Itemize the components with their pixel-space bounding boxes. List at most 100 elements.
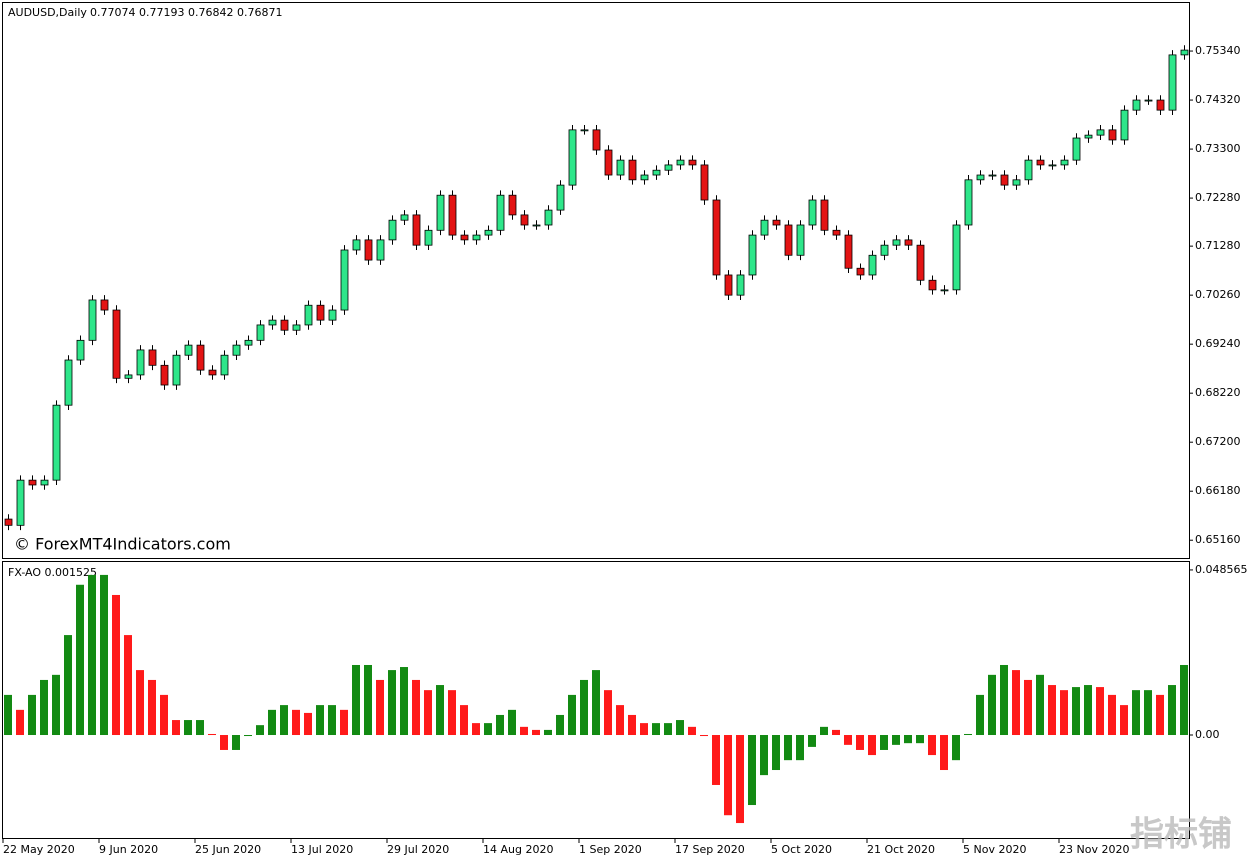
candle-body — [1108, 129, 1117, 141]
histogram-bar — [88, 574, 96, 736]
histogram-bar — [1132, 690, 1140, 736]
y-tick-label: 0.66180 — [1195, 484, 1241, 497]
histogram-bar — [340, 709, 348, 736]
ohlc-label: 0.77074 0.77193 0.76842 0.76871 — [90, 6, 282, 19]
candle-body — [700, 164, 709, 201]
histogram-bar — [1096, 687, 1104, 736]
candle-body — [88, 299, 97, 341]
candle-body — [64, 359, 73, 406]
histogram-bar — [712, 735, 720, 785]
histogram-bar — [772, 735, 780, 771]
y-tick-label: 0.00 — [1195, 728, 1220, 741]
histogram-bar — [1000, 664, 1008, 736]
histogram-bar — [976, 694, 984, 736]
candle-body — [280, 319, 289, 331]
histogram-bar — [424, 690, 432, 736]
histogram-bar — [388, 670, 396, 736]
candle-body — [1072, 137, 1081, 161]
candle-body — [676, 159, 685, 166]
candle-body — [448, 194, 457, 236]
candle-body — [868, 254, 877, 276]
x-tick-label: 9 Jun 2020 — [99, 843, 158, 856]
candle-body — [952, 224, 961, 291]
histogram-bar — [460, 705, 468, 736]
x-tick-label: 25 Jun 2020 — [195, 843, 261, 856]
symbol-label: AUDUSD,Daily — [8, 6, 87, 19]
candle-body — [112, 309, 121, 379]
histogram-bar — [172, 720, 180, 736]
x-tick-label: 5 Oct 2020 — [771, 843, 832, 856]
candle-body — [352, 239, 361, 251]
indicator-label: FX-AO 0.001525 — [8, 566, 97, 579]
histogram-bar — [16, 709, 24, 736]
candle-body — [1120, 109, 1129, 141]
histogram-bar — [592, 670, 600, 736]
candle-body — [772, 219, 781, 226]
candle-body — [616, 159, 625, 176]
histogram-bar — [808, 735, 816, 747]
x-tick-label: 23 Nov 2020 — [1059, 843, 1129, 856]
histogram-bar — [64, 635, 72, 736]
histogram-bar — [76, 584, 84, 736]
histogram-bar — [532, 729, 540, 736]
candle-body — [388, 219, 397, 241]
histogram-bar — [52, 674, 60, 736]
y-tick-label: 0.68220 — [1195, 386, 1241, 399]
histogram-bar — [616, 705, 624, 736]
x-tick-label: 21 Oct 2020 — [867, 843, 935, 856]
histogram-bar — [676, 720, 684, 736]
candle-body — [892, 239, 901, 246]
histogram-bar — [484, 723, 492, 736]
candle-body — [1168, 54, 1177, 111]
histogram-bar — [328, 705, 336, 736]
candle-body — [328, 309, 337, 321]
candle-body — [856, 267, 865, 276]
candle-body — [640, 174, 649, 181]
candle-body — [832, 229, 841, 236]
candle-body — [256, 324, 265, 341]
indicator-pane — [2, 561, 1190, 839]
histogram-bar — [40, 679, 48, 736]
candle-body — [916, 244, 925, 281]
histogram-bar — [280, 705, 288, 736]
histogram-bar — [448, 690, 456, 736]
histogram-bar — [304, 712, 312, 736]
histogram-bar — [604, 690, 612, 736]
candle-body — [160, 364, 169, 386]
histogram-bar — [352, 664, 360, 736]
candle-body — [376, 239, 385, 261]
histogram-bar — [1072, 687, 1080, 736]
candle-body — [988, 174, 997, 177]
watermark: 指标铺 — [1130, 815, 1232, 855]
candle-body — [820, 199, 829, 231]
candle-body — [712, 199, 721, 276]
y-tick-label: 0.74320 — [1195, 93, 1241, 106]
candle-body — [808, 199, 817, 226]
histogram-bar — [160, 694, 168, 736]
x-tick-label: 17 Sep 2020 — [675, 843, 745, 856]
candle-body — [724, 274, 733, 296]
candle-body — [304, 304, 313, 326]
candle-body — [496, 194, 505, 231]
histogram-bar — [760, 735, 768, 776]
candle-body — [544, 209, 553, 226]
candle-body — [748, 234, 757, 276]
histogram-bar — [208, 733, 216, 736]
candle-body — [424, 229, 433, 246]
histogram-bar — [820, 726, 828, 736]
histogram-bar — [916, 735, 924, 744]
histogram-bar — [904, 735, 912, 744]
histogram-bar — [184, 720, 192, 736]
histogram-bar — [928, 735, 936, 756]
candle-body — [556, 184, 565, 211]
histogram-bar — [244, 735, 252, 737]
candle-body — [100, 299, 109, 311]
candle-body — [220, 354, 229, 376]
histogram-bar — [580, 679, 588, 736]
candle-body — [784, 224, 793, 256]
candle-body — [940, 289, 949, 292]
candle-body — [196, 344, 205, 371]
histogram-bar — [316, 705, 324, 736]
candle-body — [1144, 99, 1153, 102]
histogram-bar — [520, 726, 528, 736]
